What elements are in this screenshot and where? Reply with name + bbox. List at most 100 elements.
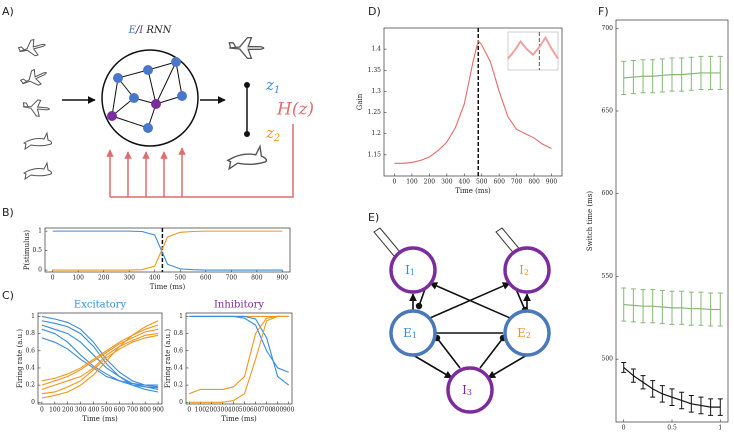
panel-label: B) — [2, 206, 14, 219]
x-axis-label: Time (ms) — [150, 283, 186, 291]
x-tick-label: 400 — [149, 275, 161, 282]
error-bar — [698, 55, 704, 90]
error-bar — [621, 361, 627, 373]
y-tick-label: 1.15 — [368, 151, 382, 158]
y-tick-label: 0.2 — [25, 382, 35, 389]
node-label: E2 — [517, 326, 531, 341]
y-tick-label: 0 — [179, 399, 183, 406]
var: I — [405, 263, 410, 277]
x-tick-label: 800 — [272, 407, 284, 414]
chart-title: Excitatory — [74, 300, 127, 311]
error-bar — [698, 291, 704, 326]
node-label: I1 — [405, 263, 415, 278]
var: I — [462, 383, 467, 397]
error-bar — [688, 56, 694, 91]
x-tick-label: 700 — [127, 407, 139, 414]
series-line — [41, 324, 159, 399]
error-bar — [708, 398, 714, 416]
sub: 2 — [524, 268, 529, 277]
y-tick-label: 0 — [31, 399, 35, 406]
x-tick-label: 100 — [195, 407, 207, 414]
chart-title: Inhibitory — [214, 300, 264, 311]
y-axis-label: Switch time (ms) — [586, 191, 594, 252]
x-tick-label: 300 — [441, 179, 453, 186]
var: z — [265, 76, 274, 94]
chart — [507, 31, 559, 71]
label-part: RNN — [143, 25, 172, 36]
error-bar — [698, 396, 704, 415]
feedback — [106, 124, 294, 198]
x-tick-label: 800 — [251, 275, 263, 282]
error-bar — [640, 59, 646, 94]
node-label: I2 — [519, 263, 529, 278]
x-tick-label: 200 — [424, 179, 436, 186]
sub: 2 — [526, 331, 531, 340]
chart: 0 100 200 300 400 500 600 700 800 900 0 0.2 0.4 0.6 0.… — [164, 300, 295, 424]
y-tick-label: 0.4 — [173, 364, 183, 371]
label-part: E — [128, 25, 137, 36]
y-tick-label: 0.8 — [25, 330, 35, 337]
x-tick-label: 100 — [49, 407, 61, 414]
rnn-label: E/I RNN — [128, 25, 173, 36]
x-tick-label: 400 — [459, 179, 471, 186]
circuit-node — [503, 246, 551, 294]
plot-frame — [37, 312, 163, 405]
panel-label: F) — [598, 5, 609, 18]
x-tick-label: 400 — [88, 407, 100, 414]
y-tick-label: 1 — [179, 313, 183, 320]
error-bar — [688, 395, 694, 413]
error-bar — [630, 288, 636, 323]
sub: 2 — [273, 133, 280, 144]
y-tick-label: 700 — [602, 25, 614, 32]
x-tick-label: 1 — [718, 425, 722, 432]
x-tick-label: 800 — [139, 407, 151, 414]
panel-label: D) — [368, 5, 381, 18]
error-bar — [659, 289, 665, 325]
y-tick-label: 0.2 — [173, 382, 183, 389]
x-tick-label: 500 — [476, 179, 488, 186]
error-bar — [650, 59, 656, 94]
x-tick-label: 700 — [261, 407, 273, 414]
output-label: z1 — [265, 76, 280, 96]
series-line — [52, 230, 283, 271]
y-tick-label: 1.25 — [368, 109, 382, 116]
y-tick-label: 1 — [31, 313, 35, 320]
sub: 1 — [412, 331, 417, 340]
error-bar — [630, 60, 636, 95]
x-axis-label: Time (ms) — [455, 187, 491, 195]
var: I — [519, 263, 524, 277]
y-axis-label: Firing rate (a.u.) — [16, 329, 24, 388]
x-tick-label: 0.5 — [667, 425, 677, 432]
circuit-node — [389, 309, 437, 357]
rnn-circle — [101, 49, 199, 147]
series-line — [52, 230, 283, 271]
label-part: I — [138, 25, 144, 36]
series-line — [41, 333, 159, 390]
error-bar — [717, 292, 723, 327]
y-tick-label: 550 — [602, 273, 614, 280]
circuit-node — [503, 309, 551, 357]
panel-label: E) — [368, 211, 379, 224]
x-tick-label: 0 — [393, 179, 397, 186]
node-label: I3 — [462, 383, 472, 398]
error-bar — [688, 291, 694, 326]
x-tick-label: 0 — [187, 407, 191, 414]
x-axis-label: Time (ms) — [82, 415, 118, 423]
y-tick-label: 0.4 — [25, 364, 35, 371]
x-tick-label: 800 — [528, 179, 540, 186]
x-tick-label: 300 — [75, 407, 87, 414]
circuit-node — [446, 366, 494, 414]
readout-label: H(z) — [276, 100, 314, 120]
x-tick-label: 500 — [101, 407, 113, 414]
var: z — [265, 124, 274, 142]
x-tick-label: 900 — [283, 407, 295, 414]
output-dot — [244, 82, 250, 88]
panel-label: A) — [2, 5, 14, 18]
x-tick-label: 200 — [62, 407, 74, 414]
chart: 0 100 200 300 400 500 600 700 800 900 0 0.2 0.4 0.6 0.… — [16, 300, 164, 424]
plot-frame — [383, 27, 563, 177]
error-bar — [669, 290, 675, 325]
circuit-node — [389, 246, 437, 294]
x-tick-label: 500 — [175, 275, 187, 282]
